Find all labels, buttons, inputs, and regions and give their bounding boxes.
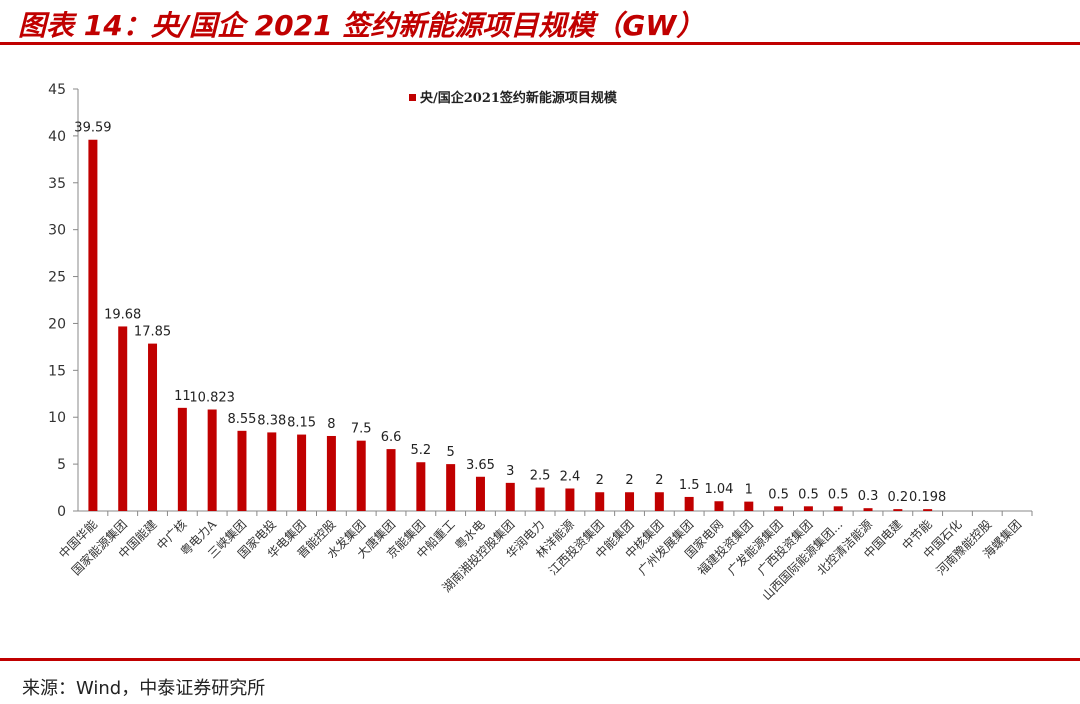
data-label: 0.2 — [888, 490, 909, 505]
chart-legend: 央/国企2021签约新能源项目规模 — [409, 90, 618, 106]
data-label: 0.5 — [828, 487, 849, 502]
data-label: 3 — [506, 464, 514, 479]
bar — [326, 435, 336, 511]
y-tick-label: 15 — [48, 363, 66, 379]
y-tick-label: 5 — [57, 457, 66, 473]
data-label: 0.5 — [798, 487, 819, 502]
data-label: 0.3 — [858, 489, 879, 504]
bar — [267, 432, 277, 511]
bar — [803, 506, 813, 511]
bar — [356, 440, 366, 511]
bottom-divider — [0, 658, 1080, 661]
bar — [774, 506, 784, 511]
y-tick-label: 40 — [48, 129, 66, 145]
bar — [595, 492, 605, 511]
source-note: 来源：Wind，中泰证券研究所 — [22, 678, 266, 699]
bar — [863, 508, 873, 511]
data-label: 8.38 — [257, 413, 286, 428]
y-tick-label: 45 — [48, 82, 66, 98]
bar — [625, 492, 635, 511]
bar — [505, 482, 515, 511]
data-label: 0.5 — [768, 487, 789, 502]
data-label: 8.15 — [287, 416, 316, 431]
legend-swatch — [409, 94, 416, 101]
data-label: 17.85 — [134, 325, 171, 340]
bar — [416, 462, 426, 511]
y-tick-label: 35 — [48, 176, 66, 192]
bar — [148, 343, 158, 511]
data-label: 5.2 — [411, 443, 432, 458]
data-label: 7.5 — [351, 422, 372, 437]
data-label: 0.198 — [909, 490, 946, 505]
data-label: 3.65 — [466, 458, 495, 473]
data-label: 10.823 — [189, 391, 235, 406]
bar — [386, 449, 396, 511]
data-label: 19.68 — [104, 307, 141, 322]
bar — [893, 509, 903, 511]
data-label: 11 — [174, 389, 191, 404]
bar — [684, 496, 694, 511]
data-label: 8.55 — [227, 412, 256, 427]
bar — [446, 464, 456, 511]
legend-label: 央/国企2021签约新能源项目规模 — [420, 90, 618, 106]
data-label: 2.5 — [530, 469, 551, 484]
bar — [923, 509, 933, 511]
bar — [535, 487, 545, 511]
data-label: 5 — [447, 445, 455, 460]
data-label: 1 — [745, 483, 753, 498]
data-label: 39.59 — [74, 121, 111, 136]
bar — [565, 488, 575, 511]
data-label: 2 — [625, 473, 633, 488]
y-tick-label: 0 — [57, 504, 66, 520]
top-divider — [0, 42, 1080, 45]
bar — [833, 506, 843, 511]
bar — [118, 326, 128, 511]
data-label: 6.6 — [381, 430, 402, 445]
y-tick-label: 20 — [48, 316, 66, 332]
y-tick-label: 30 — [48, 223, 66, 239]
bar — [297, 434, 307, 511]
y-tick-label: 10 — [48, 410, 66, 426]
bar — [177, 407, 187, 511]
data-label: 2 — [655, 473, 663, 488]
bar — [207, 409, 217, 511]
data-label: 2 — [596, 473, 604, 488]
data-label: 2.4 — [560, 469, 581, 484]
bar — [237, 430, 247, 511]
data-label: 1.5 — [679, 478, 700, 493]
bar — [714, 501, 724, 511]
bar — [475, 476, 485, 511]
data-label: 1.04 — [704, 482, 733, 497]
y-tick-label: 25 — [48, 270, 66, 286]
bar — [744, 501, 754, 511]
bar — [654, 492, 664, 511]
data-label: 8 — [327, 417, 335, 432]
page-title: 图表 14：央/国企 2021 签约新能源项目规模（GW） — [18, 9, 705, 42]
bar — [88, 139, 98, 512]
